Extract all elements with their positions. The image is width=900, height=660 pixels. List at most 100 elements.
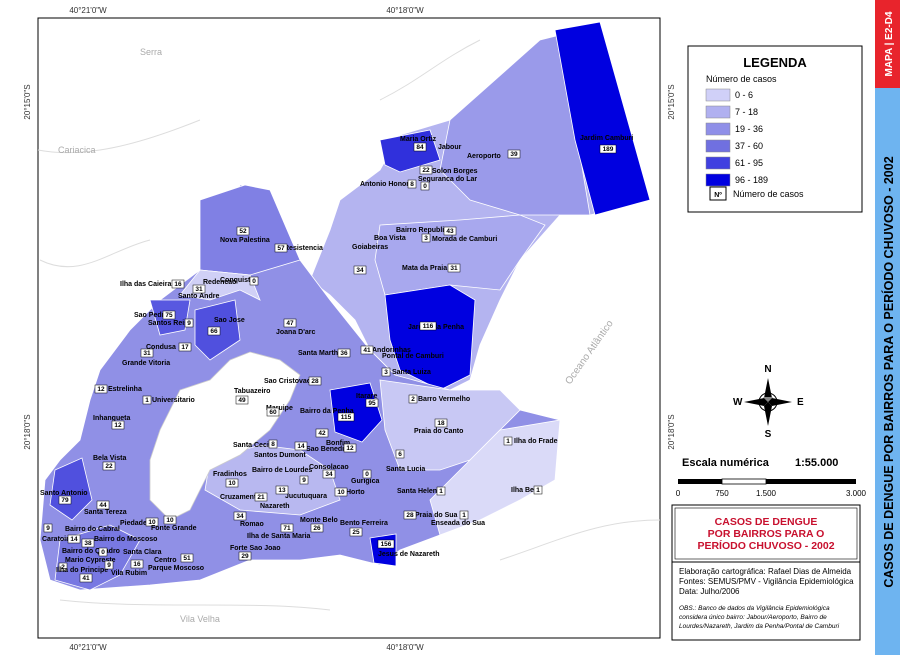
legend-box-symbol bbox=[709, 186, 727, 201]
credits: Elaboração cartográfica: Rafael Dias de … bbox=[679, 567, 854, 630]
case-count: 52 bbox=[239, 228, 247, 235]
scale-segment bbox=[766, 479, 856, 484]
case-box bbox=[283, 318, 297, 328]
case-box bbox=[507, 149, 521, 159]
case-box bbox=[420, 181, 430, 191]
neighborhood-name: Boa Vista bbox=[374, 235, 406, 242]
case-count: 49 bbox=[238, 397, 246, 404]
case-box bbox=[447, 263, 461, 273]
case-box bbox=[102, 461, 116, 471]
title-line: PERÍODO CHUVOSO - 2002 bbox=[697, 539, 834, 552]
neighborhood-name: Bairro de Lourdes bbox=[252, 467, 312, 474]
neighborhood-name: Bairro Republica bbox=[396, 227, 452, 234]
case-count: 44 bbox=[99, 502, 107, 509]
case-box bbox=[315, 428, 329, 438]
neighborhood-name: Bonfim bbox=[326, 440, 350, 447]
case-box bbox=[268, 439, 278, 449]
case-box bbox=[207, 326, 221, 336]
case-box bbox=[140, 348, 154, 358]
case-box bbox=[266, 407, 280, 417]
case-count: 39 bbox=[510, 151, 518, 158]
neighborhood-name: Jardim Camburi bbox=[580, 135, 633, 142]
case-box bbox=[142, 395, 152, 405]
compass: N S E W bbox=[733, 364, 804, 440]
legend-swatch bbox=[705, 88, 731, 102]
case-box bbox=[343, 443, 357, 453]
neighborhood-name: Mata da Praia bbox=[402, 265, 447, 272]
case-box bbox=[533, 485, 543, 495]
case-count: 34 bbox=[356, 267, 364, 274]
case-box bbox=[419, 165, 433, 175]
case-count: 10 bbox=[337, 489, 345, 496]
case-box bbox=[98, 547, 108, 557]
scale-segment bbox=[721, 478, 767, 485]
neighborhood-name: Ilha do Principe bbox=[56, 567, 108, 574]
legend-swatch bbox=[705, 139, 731, 153]
coord-label: 20°15'0"S bbox=[23, 84, 32, 119]
neighborhood-name: Ilha das Caieiras bbox=[120, 281, 175, 288]
case-count: 34 bbox=[236, 513, 244, 520]
case-box bbox=[349, 527, 363, 537]
neighborhood-name: Goiabeiras bbox=[352, 244, 388, 251]
coast-lines bbox=[37, 39, 661, 611]
case-box bbox=[163, 515, 177, 525]
neighborhood-name: Bairro do Moscoso bbox=[94, 536, 157, 543]
neighborhood-name: Nazareth bbox=[260, 503, 290, 510]
bay bbox=[149, 351, 301, 521]
region-light bbox=[429, 419, 561, 536]
scale-tick: 0 bbox=[676, 489, 681, 498]
case-count: 9 bbox=[187, 320, 191, 327]
legend-class: 61 - 95 bbox=[735, 158, 763, 168]
neighborhood-name: Consolacao bbox=[309, 464, 349, 471]
legend-class: 0 - 6 bbox=[735, 90, 753, 100]
case-box bbox=[79, 573, 93, 583]
case-box bbox=[459, 510, 469, 520]
legend-swatch bbox=[705, 122, 731, 136]
neighborhood-name: Redencao bbox=[203, 279, 236, 286]
legend-class: 7 - 18 bbox=[735, 107, 758, 117]
neighborhood-name: Bento Ferreira bbox=[340, 520, 388, 527]
scale-tick: 3.000 bbox=[846, 489, 867, 498]
case-box bbox=[408, 394, 418, 404]
place-label: Serra bbox=[140, 47, 162, 57]
case-count: 10 bbox=[148, 519, 156, 526]
legend-title: LEGENDA bbox=[743, 55, 807, 70]
case-box bbox=[310, 523, 324, 533]
case-count: 60 bbox=[269, 409, 277, 416]
neighborhood-name: Ilha Bela bbox=[511, 487, 540, 494]
case-box bbox=[275, 485, 289, 495]
case-box bbox=[171, 279, 185, 289]
case-box bbox=[67, 534, 81, 544]
coord-label: 40°21'0"W bbox=[69, 643, 107, 652]
case-count: 12 bbox=[114, 422, 122, 429]
scale-tick: 1.500 bbox=[756, 489, 777, 498]
scale-ratio: 1:55.000 bbox=[795, 457, 838, 469]
neighborhood-name: Cruzamento bbox=[220, 494, 260, 501]
case-count: 47 bbox=[286, 320, 294, 327]
case-count: 38 bbox=[84, 540, 92, 547]
case-count: 8 bbox=[410, 181, 414, 188]
case-count: 36 bbox=[340, 350, 348, 357]
region bbox=[374, 214, 546, 296]
case-count: 1 bbox=[439, 488, 443, 495]
neighborhood-name: Santos Dumont bbox=[254, 452, 306, 459]
case-box bbox=[58, 562, 68, 572]
map: N S E W 40°21'0"W 40°18'0"W 40°21'0"W 40… bbox=[23, 6, 804, 652]
case-count: 1 bbox=[536, 487, 540, 494]
compass-w: W bbox=[733, 397, 743, 408]
case-count: 42 bbox=[318, 430, 326, 437]
case-count: 31 bbox=[143, 350, 151, 357]
case-box bbox=[353, 265, 367, 275]
compass-s: S bbox=[765, 429, 772, 440]
case-count: 79 bbox=[61, 497, 69, 504]
neighborhood-name: Joana D'arc bbox=[276, 329, 316, 336]
case-count: 22 bbox=[105, 463, 113, 470]
title-box-inner bbox=[674, 507, 858, 560]
region-dark bbox=[554, 21, 651, 216]
case-count: 28 bbox=[311, 378, 319, 385]
case-count: 71 bbox=[283, 525, 291, 532]
neighborhood-name: Antonio Honorio bbox=[360, 181, 415, 188]
region-dark bbox=[369, 533, 397, 567]
obs-line: Lourdes/Nazareth, Jardim da Penha/Pontal… bbox=[679, 623, 840, 630]
region bbox=[439, 34, 591, 216]
